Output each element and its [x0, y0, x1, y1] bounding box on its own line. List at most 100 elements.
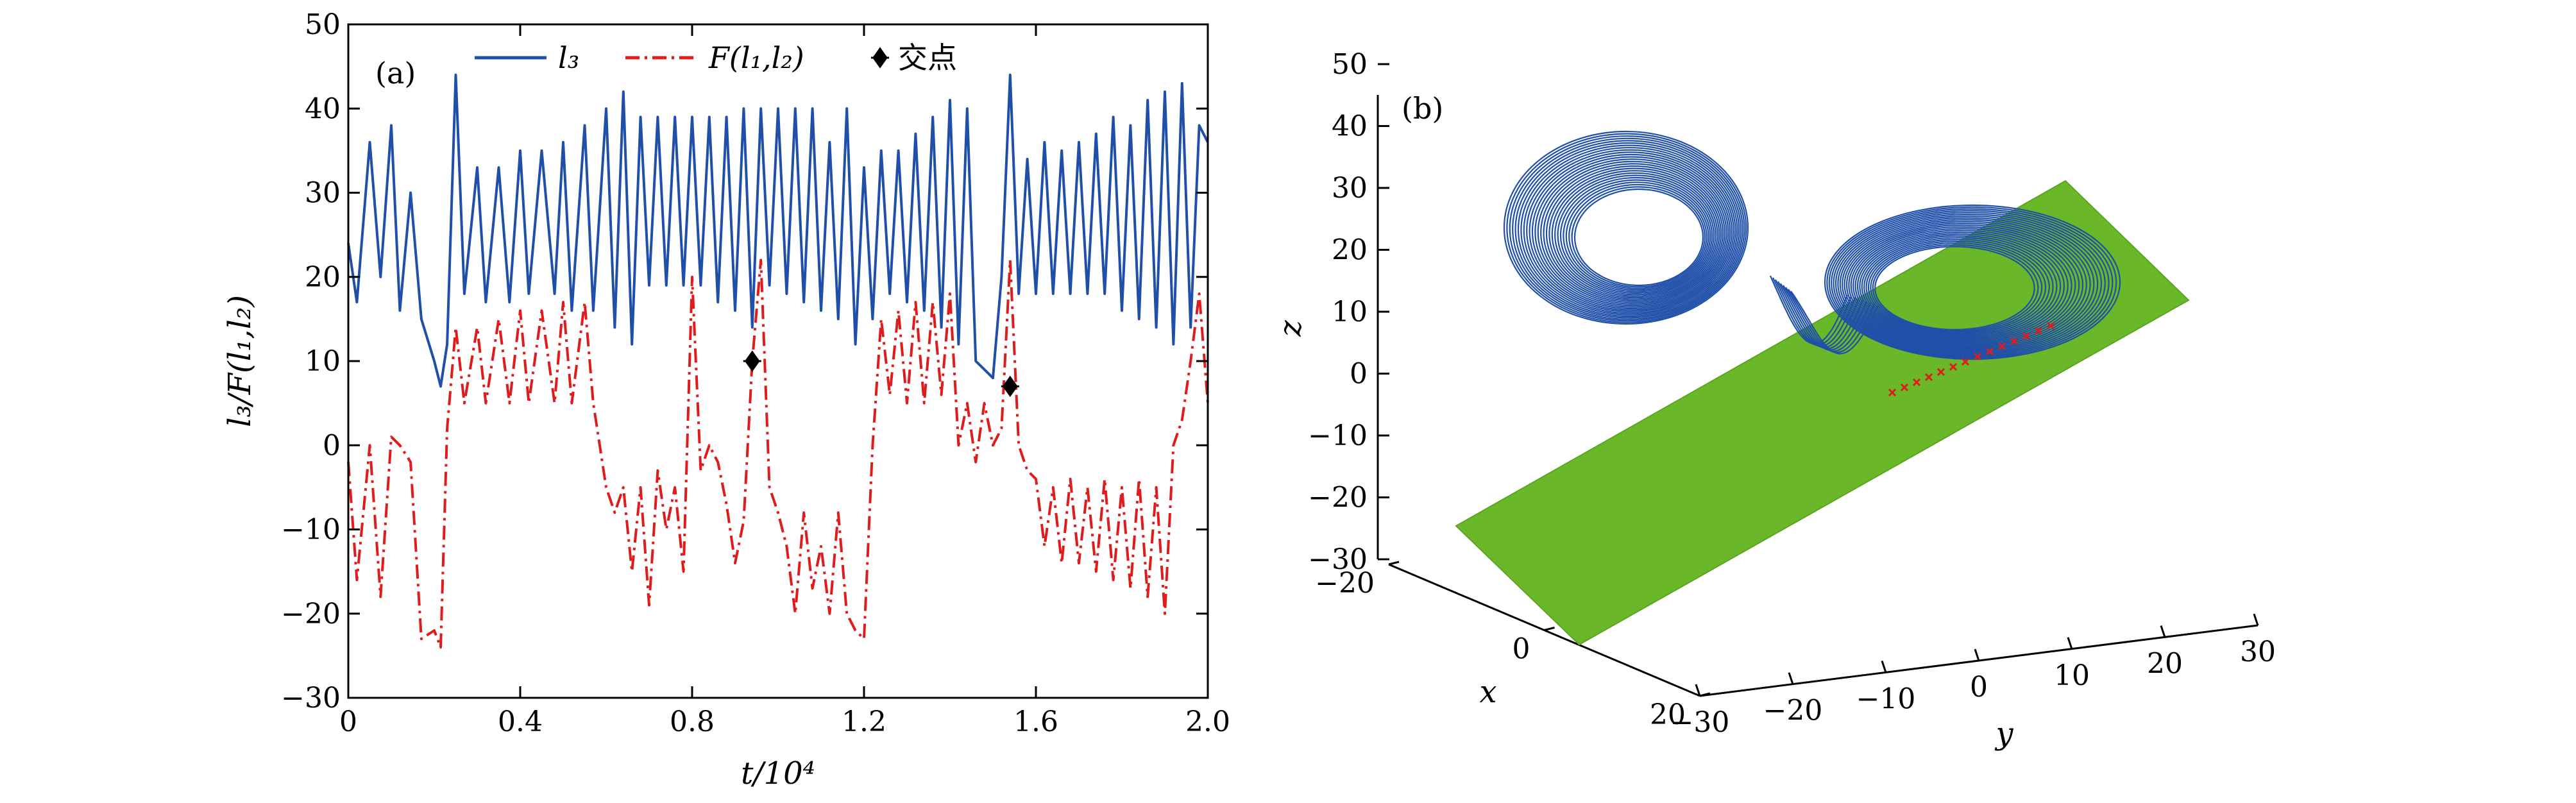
right-lobe-orbit	[1854, 230, 2069, 342]
left-lobe-orbit	[1557, 174, 1715, 296]
panel-a-label: (a)	[375, 56, 416, 90]
connecting-orbit	[1769, 275, 1849, 344]
y-tick-label: 30	[305, 177, 341, 210]
y-tick-label: 20	[2147, 648, 2183, 680]
right-lobe-orbit	[1867, 240, 2047, 335]
right-lobe-orbit	[1852, 228, 2072, 344]
right-lobe-orbit	[1863, 237, 2054, 337]
panel-a-legend: l₃ F(l₁,l₂) 交点	[475, 40, 957, 75]
right-lobe-orbit	[1842, 219, 2091, 350]
x-tick-label: 0	[339, 706, 357, 738]
right-lobe-orbit	[1861, 235, 2058, 339]
x-tick-label: 20	[1650, 698, 1686, 731]
plane-intersection-point	[1997, 342, 2006, 351]
left-lobe-orbit	[1571, 186, 1706, 288]
y-tick-label: 20	[305, 261, 341, 294]
y-tick-label: −20	[1763, 695, 1823, 727]
plane-intersection-point	[1924, 373, 1933, 382]
plane-intersection-point	[1949, 362, 1958, 371]
z-tick-label: 40	[1332, 110, 1368, 143]
y-tick-label: 0	[1970, 671, 1988, 704]
right-lobe-orbit	[1865, 239, 2050, 336]
x-tick-label: −20	[1315, 567, 1375, 600]
connecting-orbit	[1790, 291, 1879, 355]
plane-intersection-point	[2046, 321, 2055, 330]
y-tick-mark	[1788, 672, 1794, 685]
left-lobe-orbit	[1548, 167, 1720, 300]
panel-a-y-ticks: −30 −20 −10 0 10 20 30 40 50	[281, 8, 1208, 714]
right-lobe-orbit	[1850, 226, 2076, 345]
connecting-orbit	[1783, 285, 1868, 351]
z-tick-label: 20	[1332, 234, 1368, 267]
plane-intersection-point	[2010, 337, 2019, 346]
panel-a-x-ticks: 0 0.4 0.8 1.2 1.6 2.0	[339, 24, 1230, 738]
panel-b-z-ticks: −30 −20 −10 0 10 20 30 40 50	[1308, 48, 1389, 576]
green-plane	[1455, 180, 2190, 646]
legend-f-label: F(l₁,l₂)	[708, 40, 804, 75]
attractor-trajectory	[1503, 130, 2121, 360]
right-lobe-orbit	[1845, 222, 2084, 348]
y-tick-label: 30	[2240, 636, 2276, 668]
left-lobe-orbit	[1509, 135, 1745, 322]
y-tick-mark	[1881, 660, 1887, 673]
y-tick-label: −10	[281, 514, 341, 546]
series-f-line	[347, 258, 1209, 649]
panel-a-intersection-markers	[743, 350, 1019, 397]
left-lobe-orbit	[1563, 179, 1711, 292]
z-tick-label: 50	[1332, 48, 1368, 81]
left-lobe-orbit	[1537, 158, 1727, 307]
plane-intersection-point	[1973, 352, 1982, 361]
z-axis-label: z	[1273, 320, 1309, 337]
panel-a-x-axis-label: t/10⁴	[741, 756, 815, 791]
y-tick-label: 40	[305, 92, 341, 125]
right-lobe-orbit	[1833, 212, 2106, 355]
plane-intersection-point	[1900, 383, 1909, 392]
connecting-orbit	[1777, 281, 1860, 348]
legend-intersection-marker	[871, 47, 889, 69]
left-lobe-orbit	[1540, 160, 1725, 305]
z-tick-label: 30	[1332, 172, 1368, 205]
y-tick-label: −30	[281, 682, 341, 714]
left-lobe-orbit	[1506, 133, 1747, 323]
right-lobe-orbit	[1859, 233, 2062, 340]
right-lobe-orbit	[1831, 210, 2110, 357]
left-lobe-orbit	[1568, 183, 1707, 289]
right-lobe-orbit	[1872, 244, 2039, 332]
connecting-orbit	[1780, 283, 1864, 350]
y-tick-label: 0	[323, 429, 341, 462]
x-tick-mark	[1699, 692, 1711, 697]
right-lobe-orbit	[1856, 231, 2065, 341]
panel-a-line-chart: −30 −20 −10 0 10 20 30 40 50 0 0.4 0.8 1.2 1.6 2.0 (a…	[222, 8, 1230, 791]
left-lobe-orbit	[1565, 182, 1709, 291]
y-tick-label: 50	[305, 8, 341, 41]
panel-a-y-axis-label: l₃/F(l₁,l₂)	[222, 295, 258, 427]
plane-intersection-points	[1888, 321, 2055, 397]
panel-b-y-ticks: −30 −20 −10 0 10 20 30	[1670, 613, 2276, 739]
left-lobe-orbit	[1531, 153, 1731, 310]
intersection-point	[1001, 375, 1019, 397]
right-lobe-orbit	[1826, 206, 2117, 359]
x-tick-label: 0.4	[498, 706, 543, 738]
y-tick-mark	[1695, 684, 1701, 697]
connecting-orbit	[1788, 289, 1876, 353]
z-tick-label: −10	[1308, 419, 1368, 452]
panel-b-label: (b)	[1402, 91, 1443, 126]
y-axis-label: y	[1994, 716, 2013, 752]
plane-intersection-point	[2022, 332, 2031, 341]
plane-intersection-point	[1961, 357, 1970, 366]
y-tick-label: −30	[1670, 706, 1730, 739]
x-axis-label: x	[1479, 674, 1496, 710]
right-lobe-orbit	[1837, 215, 2099, 353]
x-tick-label: 0	[1513, 633, 1530, 666]
right-lobe-orbit	[1874, 246, 2035, 331]
right-lobe-orbit	[1839, 217, 2095, 351]
right-lobe-orbit	[1843, 221, 2087, 349]
z-tick-label: −20	[1308, 482, 1368, 514]
x-tick-mark	[1388, 561, 1400, 566]
connecting-orbit	[1772, 277, 1852, 346]
plane-intersection-point	[1936, 368, 1945, 376]
left-lobe-orbit	[1551, 170, 1718, 299]
left-lobe-orbit	[1529, 151, 1733, 311]
